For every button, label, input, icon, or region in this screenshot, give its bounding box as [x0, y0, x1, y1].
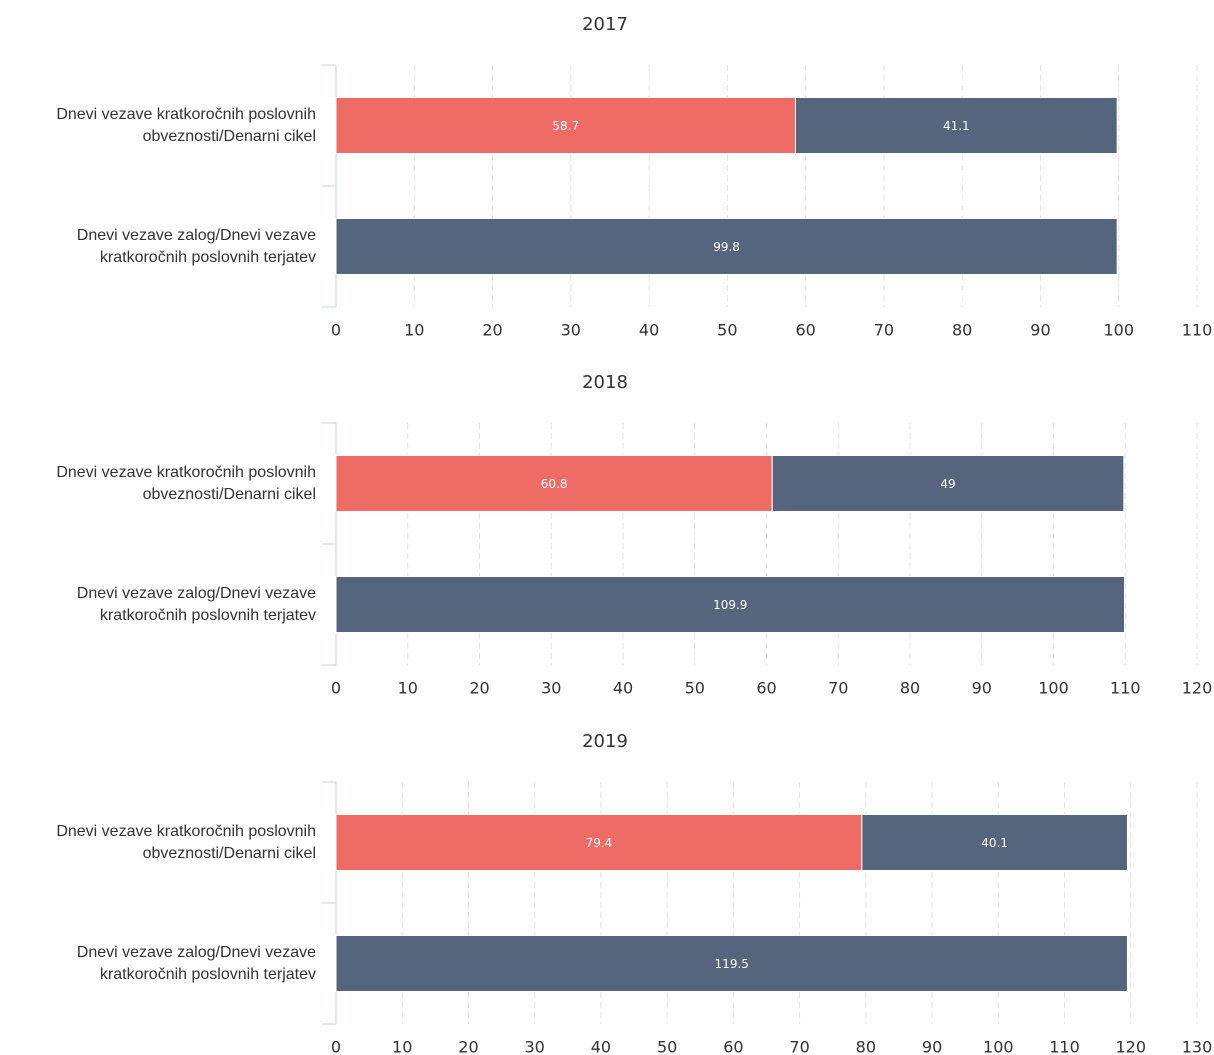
- x-tick-label: 80: [952, 321, 972, 340]
- x-tick-label: 60: [756, 679, 776, 698]
- x-tick-label: 20: [469, 679, 489, 698]
- value-label: 79.4: [586, 836, 613, 850]
- category-label: Dnevi vezave kratkoročnih poslovnih obve…: [56, 822, 316, 862]
- category-label: Dnevi vezave kratkoročnih poslovnih obve…: [56, 105, 316, 145]
- x-tick-label: 70: [874, 321, 894, 340]
- x-tick-label: 10: [392, 1038, 412, 1055]
- x-tick-label: 110: [1049, 1038, 1080, 1055]
- bar-segment: [335, 935, 1128, 992]
- bar-segment: [335, 97, 796, 154]
- x-tick-label: 70: [828, 679, 848, 698]
- x-tick-label: 20: [458, 1038, 478, 1055]
- x-tick-label: 60: [723, 1038, 743, 1055]
- x-tick-label: 0: [331, 1038, 341, 1055]
- x-tick-label: 80: [856, 1038, 876, 1055]
- x-tick-label: 0: [331, 321, 341, 340]
- value-label: 49: [940, 477, 955, 491]
- value-label: 41.1: [943, 119, 970, 133]
- chart-title: 2019: [582, 731, 628, 752]
- bar-segment: [794, 97, 1118, 154]
- x-tick-label: 130: [1182, 1038, 1213, 1055]
- x-tick-label: 50: [657, 1038, 677, 1055]
- x-tick-label: 80: [900, 679, 920, 698]
- category-label: Dnevi vezave zalog/Dnevi vezave kratkoro…: [76, 226, 316, 266]
- x-tick-label: 100: [1038, 679, 1069, 698]
- x-tick-label: 0: [331, 679, 341, 698]
- x-tick-label: 30: [525, 1038, 545, 1055]
- chart-title: 2017: [582, 14, 628, 35]
- x-tick-label: 100: [983, 1038, 1014, 1055]
- category-label: Dnevi vezave zalog/Dnevi vezave kratkoro…: [76, 584, 316, 624]
- x-tick-label: 120: [1182, 679, 1213, 698]
- x-tick-label: 40: [613, 679, 633, 698]
- x-tick-label: 120: [1115, 1038, 1146, 1055]
- value-label: 60.8: [541, 477, 568, 491]
- x-tick-label: 20: [482, 321, 502, 340]
- x-tick-label: 10: [398, 679, 418, 698]
- x-tick-label: 30: [561, 321, 581, 340]
- x-tick-label: 50: [717, 321, 737, 340]
- x-tick-label: 110: [1182, 321, 1213, 340]
- x-tick-label: 90: [972, 679, 992, 698]
- x-tick-label: 70: [789, 1038, 809, 1055]
- bar-segment: [335, 455, 773, 512]
- bar-segment: [335, 576, 1126, 633]
- value-label: 119.5: [715, 957, 749, 971]
- x-tick-label: 40: [591, 1038, 611, 1055]
- value-label: 58.7: [552, 119, 579, 133]
- bar-segment: [335, 814, 863, 871]
- bar-segment: [771, 455, 1125, 512]
- bar-segment: [335, 218, 1118, 275]
- x-tick-label: 40: [639, 321, 659, 340]
- value-label: 109.9: [713, 598, 747, 612]
- x-tick-label: 90: [1030, 321, 1050, 340]
- x-tick-label: 10: [404, 321, 424, 340]
- x-tick-label: 90: [922, 1038, 942, 1055]
- x-tick-label: 60: [795, 321, 815, 340]
- x-tick-label: 30: [541, 679, 561, 698]
- value-label: 40.1: [981, 836, 1008, 850]
- category-label: Dnevi vezave zalog/Dnevi vezave kratkoro…: [76, 943, 316, 983]
- chart-title: 2018: [582, 372, 628, 393]
- bar-segment: [861, 814, 1128, 871]
- category-label: Dnevi vezave kratkoročnih poslovnih obve…: [56, 463, 316, 503]
- x-tick-label: 100: [1103, 321, 1134, 340]
- x-tick-label: 110: [1110, 679, 1141, 698]
- value-label: 99.8: [713, 240, 740, 254]
- x-tick-label: 50: [685, 679, 705, 698]
